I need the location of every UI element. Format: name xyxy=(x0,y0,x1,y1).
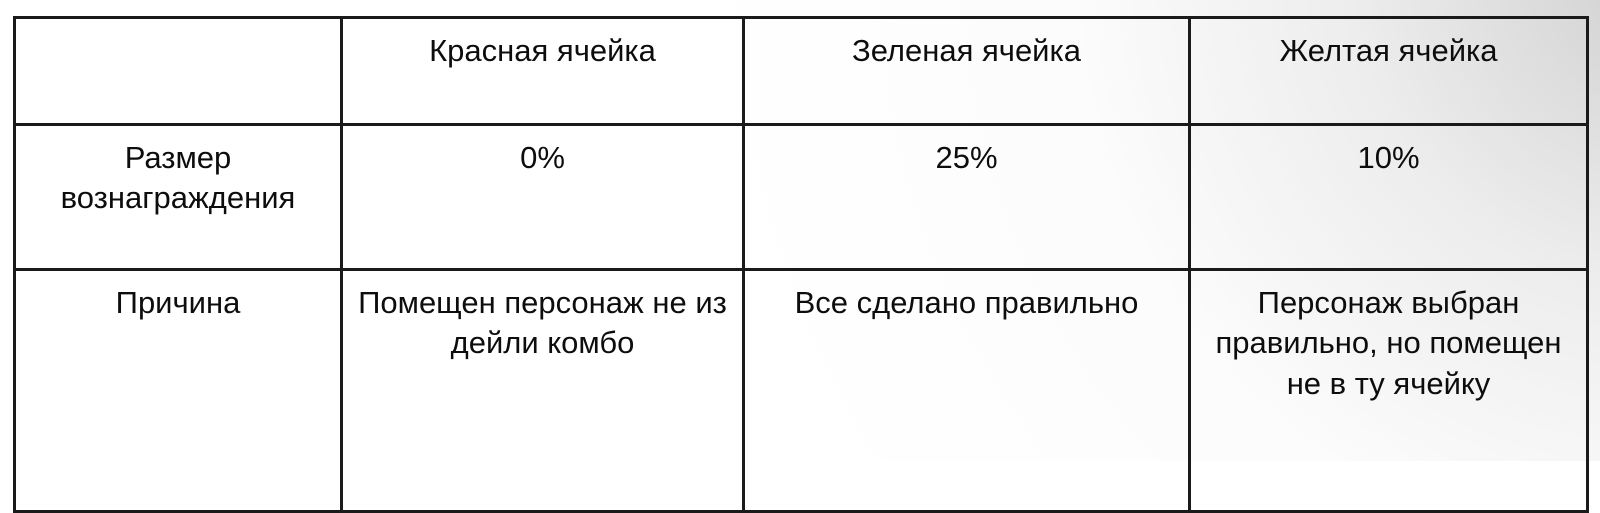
header-cell-blank xyxy=(13,16,343,126)
table-row-reward-size: Размер вознаграждения 0% 25% 10% xyxy=(13,123,1589,271)
cell-value-text: 0% xyxy=(520,140,565,175)
table-row-reason: Причина Помещен персонаж не из дейли ком… xyxy=(13,268,1589,513)
cell-value-text: 25% xyxy=(935,140,998,175)
cell-reason-yellow: Персонаж выбран правильно, но помещен не… xyxy=(1188,268,1589,513)
cell-reward-size-green: 25% xyxy=(742,123,1191,271)
cell-reason-red: Помещен персонаж не из дейли комбо xyxy=(340,268,745,513)
header-cell-red: Красная ячейка xyxy=(340,16,745,126)
cell-value-text: 10% xyxy=(1357,140,1420,175)
cell-value-text: Помещен персонаж не из дейли комбо xyxy=(358,285,727,361)
header-cell-green: Зеленая ячейка xyxy=(742,16,1191,126)
reward-table-container: Красная ячейка Зеленая ячейка Желтая яче… xyxy=(13,16,1589,513)
row-label-reason: Причина xyxy=(13,268,343,513)
row-label-text: Причина xyxy=(115,285,241,320)
cell-reason-green: Все сделано правильно xyxy=(742,268,1191,513)
header-label-red: Красная ячейка xyxy=(429,33,656,68)
row-label-reward-size: Размер вознаграждения xyxy=(13,123,343,271)
header-label-green: Зеленая ячейка xyxy=(851,33,1081,68)
cell-reward-size-red: 0% xyxy=(340,123,745,271)
header-label-yellow: Желтая ячейка xyxy=(1279,33,1498,68)
reward-table: Красная ячейка Зеленая ячейка Желтая яче… xyxy=(13,16,1589,513)
cell-value-text: Все сделано правильно xyxy=(794,285,1139,320)
row-label-text: Размер вознаграждения xyxy=(60,140,296,216)
cell-value-text: Персонаж выбран правильно, но помещен не… xyxy=(1215,285,1562,401)
cell-reward-size-yellow: 10% xyxy=(1188,123,1589,271)
header-cell-yellow: Желтая ячейка xyxy=(1188,16,1589,126)
table-header-row: Красная ячейка Зеленая ячейка Желтая яче… xyxy=(13,16,1589,126)
